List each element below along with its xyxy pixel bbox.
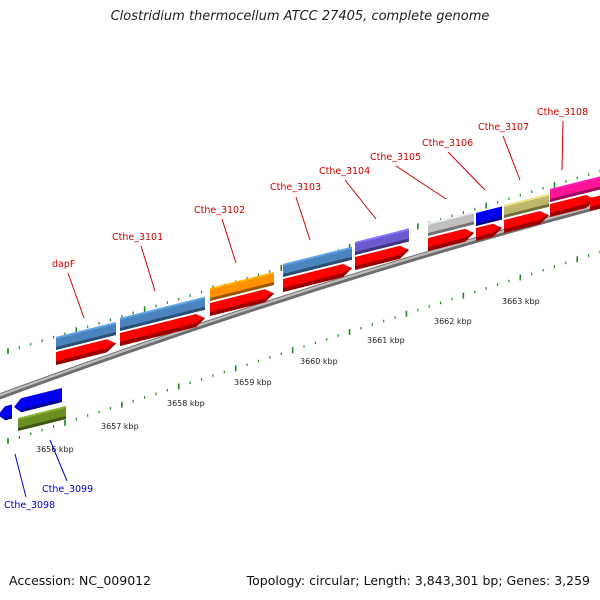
cds-feature (120, 314, 205, 346)
cds-feature (283, 264, 352, 292)
label-leader-line (140, 245, 156, 292)
scale-label: 3661 kbp (367, 336, 405, 345)
scale-label: 3660 kbp (300, 357, 338, 366)
gene-feature (355, 228, 409, 255)
gene-feature (550, 176, 600, 202)
gene-label: Cthe_3099 (42, 484, 93, 495)
cds-feature (210, 289, 274, 316)
gene-feature (283, 246, 352, 277)
accession-text: Accession: NC_009012 (9, 573, 152, 588)
gene-feature (476, 206, 502, 226)
gene-label: Cthe_3105 (370, 152, 421, 163)
gene-feature (504, 193, 549, 218)
gene-label: Cthe_3108 (537, 107, 588, 118)
gene-feature (14, 388, 62, 413)
genome-stats-text: Topology: circular; Length: 3,843,301 bp… (246, 573, 590, 588)
gene-label: Cthe_3103 (270, 182, 321, 193)
scale-label: 3658 kbp (167, 399, 205, 408)
gene-feature (120, 296, 205, 331)
gene-label: Cthe_3106 (422, 138, 473, 149)
gene-label: Cthe_3104 (319, 166, 370, 177)
gene-label: Cthe_3101 (112, 232, 163, 243)
gene-label: Cthe_3107 (478, 122, 529, 133)
gene-feature (0, 404, 12, 421)
scale-label: 3663 kbp (502, 297, 540, 306)
scale-label: 3659 kbp (234, 378, 272, 387)
cds-feature (428, 228, 474, 251)
gene-label: Cthe_3102 (194, 205, 245, 216)
label-leader-line (221, 218, 237, 264)
gene-feature (18, 406, 66, 431)
label-leader-line (14, 453, 27, 498)
label-leader-line (395, 165, 447, 200)
cds-feature (56, 339, 116, 365)
gene-feature (428, 211, 474, 236)
cds-feature (355, 245, 409, 270)
label-leader-line (561, 120, 564, 171)
label-leader-line (295, 196, 311, 241)
scale-label: 3657 kbp (101, 422, 139, 431)
gene-feature (56, 322, 116, 350)
label-leader-line (49, 439, 68, 482)
lower-tick-row (7, 250, 600, 444)
label-leader-line (344, 179, 377, 220)
label-leader-line (67, 272, 85, 319)
gene-label: Cthe_3098 (4, 500, 55, 511)
scale-label: 3656 kbp (36, 445, 74, 454)
scale-label: 3662 kbp (434, 317, 472, 326)
cds-feature (590, 195, 600, 211)
label-leader-line (447, 151, 486, 191)
cds-feature (550, 195, 595, 217)
cds-feature (476, 223, 502, 241)
map-title: Clostridium thermocellum ATCC 27405, com… (110, 9, 490, 24)
gene-label: dapF (52, 259, 75, 270)
label-leader-line (502, 135, 521, 181)
cds-feature (504, 211, 549, 233)
gene-feature (210, 272, 274, 301)
